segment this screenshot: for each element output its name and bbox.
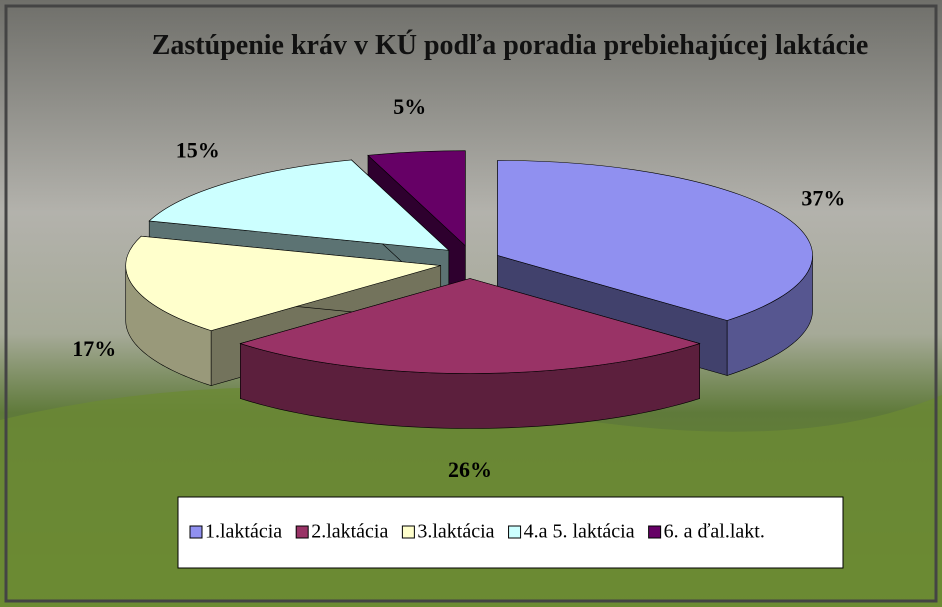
data-label: 15% [176, 137, 220, 162]
legend-label: 3.laktácia [417, 521, 494, 543]
data-label: 17% [72, 336, 116, 361]
chart-title: Zastúpenie kráv v KÚ podľa poradia prebi… [140, 28, 880, 64]
data-label: 37% [801, 185, 845, 210]
legend-label: 2.laktácia [311, 521, 388, 543]
legend-swatch [649, 526, 661, 538]
data-label: 26% [448, 457, 492, 482]
chart: 1.laktácia 2.laktácia 3.laktácia 4.a 5. lak… [0, 0, 942, 607]
legend-label: 4.a 5. laktácia [524, 521, 635, 543]
data-label: 5% [393, 94, 426, 119]
legend-swatch [190, 526, 202, 538]
legend-swatch [296, 526, 308, 538]
legend-label: 1.laktácia [205, 521, 282, 543]
legend: 1.laktácia 2.laktácia 3.laktácia 4.a 5. lak… [190, 521, 765, 543]
page: 1.laktácia 2.laktácia 3.laktácia 4.a 5. lak… [0, 0, 942, 607]
legend-swatch [509, 526, 521, 538]
legend-label: 6. a ďal.lakt. [664, 521, 765, 543]
legend-swatch [402, 526, 414, 538]
